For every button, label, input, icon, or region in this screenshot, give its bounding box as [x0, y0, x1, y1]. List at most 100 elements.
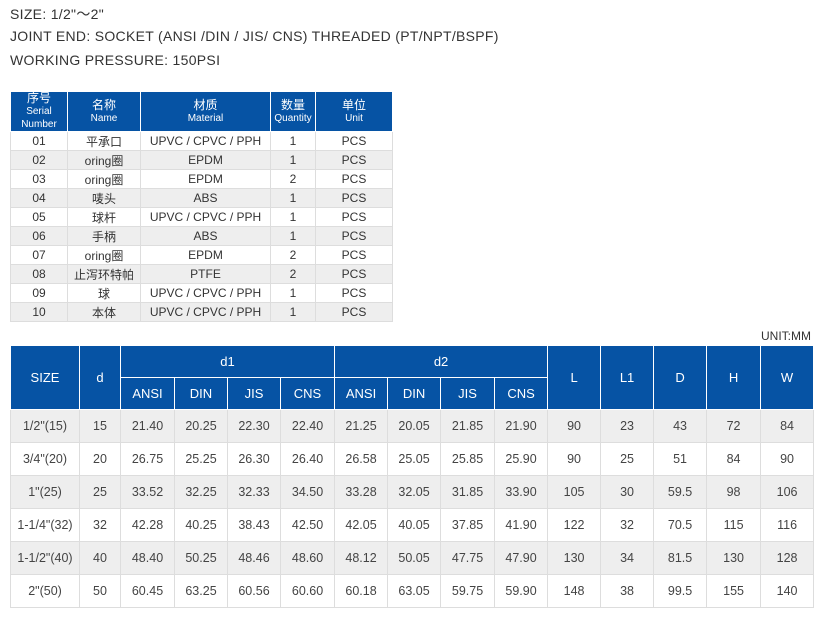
table-row: 01 平承口 UPVC / CPVC / PPH 1 PCS	[10, 131, 393, 151]
table-cell: 128	[760, 541, 815, 575]
header-l: L	[547, 345, 602, 410]
table-cell: 1	[270, 207, 316, 227]
table-cell: oring圈	[67, 169, 141, 189]
table-cell: 1-1/4"(32)	[10, 508, 80, 542]
table-cell: 122	[547, 508, 602, 542]
table-row: 06 手柄 ABS 1 PCS	[10, 226, 393, 246]
table-cell: 32	[600, 508, 655, 542]
table-cell: 03	[10, 169, 68, 189]
table-cell: 32.33	[227, 475, 281, 509]
table-cell: 98	[706, 475, 762, 509]
table-cell: 72	[706, 409, 762, 443]
table-cell: PCS	[315, 188, 393, 208]
table-cell: 59.5	[653, 475, 708, 509]
header-en: Quantity	[274, 112, 312, 124]
table-cell: oring圈	[67, 245, 141, 265]
table-cell: 48.46	[227, 541, 281, 575]
table-cell: 116	[760, 508, 815, 542]
table-cell: EPDM	[140, 150, 271, 170]
table-cell: PCS	[315, 169, 393, 189]
table-cell: 1	[270, 131, 316, 151]
table-cell: 26.30	[227, 442, 281, 476]
table-cell: 70.5	[653, 508, 708, 542]
table-cell: 130	[706, 541, 762, 575]
table-cell: 48.60	[279, 541, 336, 575]
table-cell: 32	[79, 508, 121, 542]
header-d: d	[79, 345, 121, 410]
table-cell: 唛头	[67, 188, 141, 208]
table-cell: 155	[706, 574, 762, 608]
table-cell: PCS	[315, 131, 393, 151]
table-cell: 32.05	[387, 475, 442, 509]
spec-size: SIZE: 1/2"～2"	[10, 6, 104, 22]
table-cell: 42.05	[334, 508, 389, 542]
table-row: 1/2"(15) 15 21.40 20.25 22.30 22.40 21.25 20.05…	[10, 409, 815, 443]
header-standard-ansi: ANSI	[334, 377, 389, 410]
table-cell: 50.25	[174, 541, 228, 575]
table-cell: 25.05	[387, 442, 442, 476]
table-row: 02 oring圈 EPDM 1 PCS	[10, 150, 393, 170]
table-cell: 40.05	[387, 508, 442, 542]
table-row: 09 球 UPVC / CPVC / PPH 1 PCS	[10, 283, 393, 303]
header-zh: 序号	[26, 91, 51, 105]
header-zh: 单位	[341, 97, 366, 112]
table-cell: UPVC / CPVC / PPH	[140, 207, 271, 227]
table-cell: 31.85	[440, 475, 496, 509]
table-cell: 115	[706, 508, 762, 542]
table-cell: 41.90	[494, 508, 549, 542]
table-cell: 90	[547, 442, 602, 476]
parts-header-cell: 材质 Material	[140, 91, 271, 132]
table-cell: PTFE	[140, 264, 271, 284]
table-cell: 1	[270, 283, 316, 303]
header-size: SIZE	[10, 345, 80, 410]
table-cell: 42.28	[120, 508, 175, 542]
table-cell: 22.30	[227, 409, 281, 443]
header-d2: d2	[334, 345, 549, 378]
table-cell: 140	[760, 574, 815, 608]
table-row: 03 oring圈 EPDM 2 PCS	[10, 169, 393, 189]
table-row: 1-1/2"(40) 40 48.40 50.25 48.46 48.60 48.12 50.…	[10, 541, 815, 575]
table-cell: 30	[600, 475, 655, 509]
table-cell: 21.90	[494, 409, 549, 443]
table-cell: UPVC / CPVC / PPH	[140, 302, 271, 322]
header-en: Unit	[345, 112, 363, 124]
table-cell: 60.45	[120, 574, 175, 608]
table-cell: PCS	[315, 264, 393, 284]
table-cell: 2	[270, 264, 316, 284]
spec-pressure: WORKING PRESSURE: 150PSI	[10, 52, 221, 68]
table-cell: 26.58	[334, 442, 389, 476]
header-standard-cns: CNS	[279, 377, 336, 410]
table-cell: 59.75	[440, 574, 496, 608]
spec-joint-end: JOINT END: SOCKET (ANSI /DIN / JIS/ CNS)…	[10, 28, 499, 44]
table-cell: 33.52	[120, 475, 175, 509]
dims-header-row-1: SIZE d d1 d2 L L1 D H W	[10, 345, 815, 410]
header-standard-jis: JIS	[440, 377, 496, 410]
table-cell: 平承口	[67, 131, 141, 151]
table-cell: 10	[10, 302, 68, 322]
table-cell: 1	[270, 226, 316, 246]
table-cell: 21.25	[334, 409, 389, 443]
table-cell: 33.28	[334, 475, 389, 509]
table-cell: 43	[653, 409, 708, 443]
table-cell: 47.75	[440, 541, 496, 575]
table-cell: 1-1/2"(40)	[10, 541, 80, 575]
table-cell: EPDM	[140, 169, 271, 189]
table-cell: 90	[760, 442, 815, 476]
table-cell: 本体	[67, 302, 141, 322]
table-cell: 130	[547, 541, 602, 575]
table-cell: 止泻环特帕	[67, 264, 141, 284]
table-cell: 34.50	[279, 475, 336, 509]
table-row: 2"(50) 50 60.45 63.25 60.56 60.60 60.18 63.05 59…	[10, 574, 815, 608]
table-cell: PCS	[315, 150, 393, 170]
header-standard-din: DIN	[387, 377, 442, 410]
table-cell: 59.90	[494, 574, 549, 608]
table-cell: 07	[10, 245, 68, 265]
header-standard-din: DIN	[174, 377, 228, 410]
header-en: Serial Number	[21, 106, 57, 130]
table-cell: PCS	[315, 302, 393, 322]
table-cell: 21.85	[440, 409, 496, 443]
table-cell: 60.56	[227, 574, 281, 608]
table-cell: 09	[10, 283, 68, 303]
table-cell: 148	[547, 574, 602, 608]
header-l1: L1	[600, 345, 655, 410]
